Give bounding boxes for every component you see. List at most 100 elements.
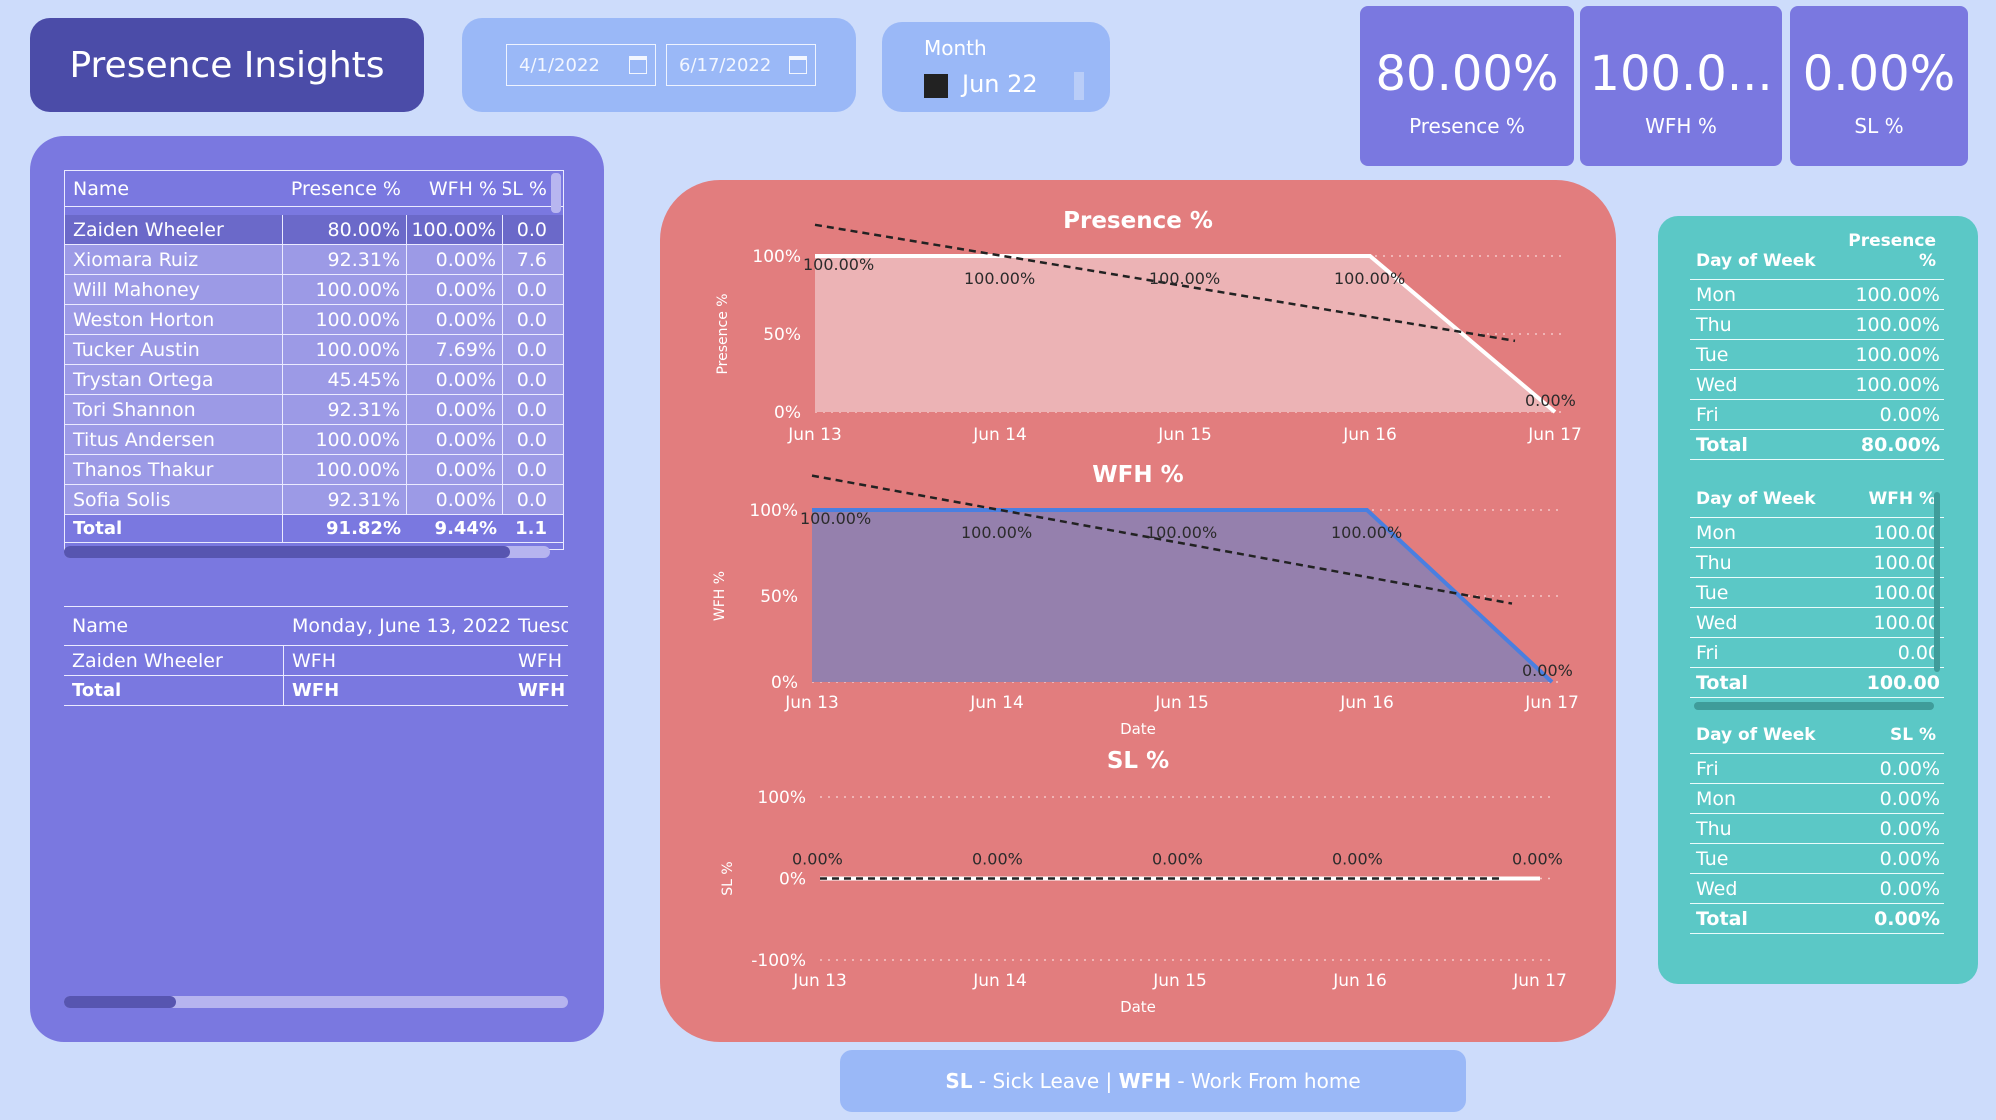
table-row[interactable]: Zaiden Wheeler WFH WFH	[64, 646, 568, 676]
calendar-icon[interactable]	[629, 56, 647, 74]
vertical-scrollbar[interactable]	[551, 173, 561, 213]
series-line	[812, 508, 1554, 684]
table-row[interactable]: Tue 0.00%	[1690, 844, 1944, 874]
cell-day: Wed	[1696, 373, 1738, 396]
horizontal-scrollbar-thumb[interactable]	[64, 546, 510, 558]
table-row[interactable]: Tucker Austin 100.00% 7.69% 0.0	[65, 335, 563, 365]
cell-name: Thanos Thakur	[65, 455, 283, 484]
cell-day: Wed	[1696, 877, 1738, 900]
cell-sl: 0.0	[516, 218, 547, 241]
table-row[interactable]: Thu 100.00	[1690, 548, 1944, 578]
column-header-sl[interactable]: SL %	[503, 177, 547, 200]
table-row[interactable]: Wed 0.00%	[1690, 874, 1944, 904]
horizontal-scrollbar-track[interactable]	[64, 996, 568, 1008]
cell-day: Thu	[1696, 551, 1732, 574]
cell-presence: 92.31%	[283, 395, 407, 424]
data-label: 0.00%	[1152, 850, 1203, 869]
horizontal-scrollbar-thumb[interactable]	[64, 996, 176, 1008]
table-header: Day of Week Presence %	[1690, 231, 1944, 280]
start-date-input[interactable]: 4/1/2022	[506, 44, 656, 86]
cell-value: 100.00%	[1855, 283, 1940, 306]
cell-sl: 0.0	[516, 368, 547, 391]
employee-table: Name Presence % WFH % SL % Zaiden Wheele…	[64, 170, 564, 550]
column-header-day[interactable]: Day of Week	[1696, 725, 1816, 745]
start-date-value: 4/1/2022	[519, 54, 600, 76]
table-row[interactable]: Wed 100.00%	[1690, 370, 1944, 400]
cell-sl: 7.6	[516, 248, 547, 271]
kpi-card-presence: 80.00% Presence %	[1360, 6, 1574, 166]
table-row[interactable]: Mon 100.00	[1690, 518, 1944, 548]
table-row[interactable]: Thu 0.00%	[1690, 814, 1944, 844]
month-slicer: Month Jun 22	[882, 22, 1110, 112]
cell-day: Fri	[1696, 641, 1719, 664]
table-row[interactable]: Fri 0.00%	[1690, 754, 1944, 784]
cell-name: Will Mahoney	[65, 275, 283, 304]
table-row[interactable]: Thu 100.00%	[1690, 310, 1944, 340]
column-header-presence[interactable]: Presence %	[290, 177, 401, 200]
end-date-input[interactable]: 6/17/2022	[666, 44, 816, 86]
cell-name: Sofia Solis	[65, 485, 283, 514]
vertical-scrollbar-thumb[interactable]	[1934, 492, 1940, 672]
table-row[interactable]: Thanos Thakur 100.00% 0.00% 0.0	[65, 455, 563, 485]
y-axis-label: SL %	[720, 861, 736, 895]
table-row[interactable]: Mon 100.00%	[1690, 280, 1944, 310]
column-header-metric[interactable]: SL %	[1889, 725, 1936, 745]
table-row[interactable]: Mon 0.00%	[1690, 784, 1944, 814]
status-table: Name Monday, June 13, 2022 Tuesd Zaiden …	[64, 606, 568, 710]
x-tick-label: Jun 14	[972, 971, 1027, 991]
table-row[interactable]: Xiomara Ruiz 92.31% 0.00% 7.6	[65, 245, 563, 275]
table-row[interactable]: Fri 0.00%	[1690, 400, 1944, 430]
column-header-metric[interactable]: Presence %	[1848, 231, 1936, 271]
cell-sl: 0.0	[516, 338, 547, 361]
horizontal-scrollbar-track[interactable]	[64, 546, 550, 558]
legend-wfh-text: - Work From home	[1171, 1069, 1361, 1093]
month-checkbox[interactable]	[924, 74, 948, 98]
table-row[interactable]: Wed 100.00	[1690, 608, 1944, 638]
y-tick-label: 0%	[771, 673, 798, 693]
calendar-icon[interactable]	[789, 56, 807, 74]
kpi-label: SL %	[1854, 114, 1904, 138]
column-header-name[interactable]: Name	[72, 615, 129, 637]
table-row[interactable]: Zaiden Wheeler 80.00% 100.00% 0.0	[65, 215, 563, 245]
cell-wfh: 0.00%	[407, 455, 503, 484]
table-row[interactable]: Tue 100.00%	[1690, 340, 1944, 370]
kpi-label: WFH %	[1645, 114, 1717, 138]
column-header-wfh[interactable]: WFH %	[428, 177, 497, 200]
table-row[interactable]: Sofia Solis 92.31% 0.00% 0.0	[65, 485, 563, 515]
total-label: Total	[65, 515, 283, 542]
cell-presence: 100.00%	[283, 335, 407, 364]
data-label: 100.00%	[803, 255, 874, 274]
cell-sl: 0.0	[516, 458, 547, 481]
cell-value: 100.00%	[1855, 313, 1940, 336]
cell-day: Tue	[1696, 847, 1729, 870]
column-header-name[interactable]: Name	[73, 177, 130, 200]
chart-title: WFH %	[1092, 462, 1183, 488]
table-row[interactable]: Will Mahoney 100.00% 0.00% 0.0	[65, 275, 563, 305]
cell-name: Weston Horton	[65, 305, 283, 334]
month-scrollbar[interactable]	[1074, 72, 1084, 100]
column-header-date[interactable]: Tuesd	[518, 615, 568, 637]
month-option-label[interactable]: Jun 22	[962, 70, 1038, 98]
column-header-day[interactable]: Day of Week	[1696, 489, 1816, 509]
horizontal-scrollbar-thumb[interactable]	[1694, 702, 1934, 710]
cell-value: 100.00	[1873, 521, 1940, 544]
table-row[interactable]: Tori Shannon 92.31% 0.00% 0.0	[65, 395, 563, 425]
table-row[interactable]: Tue 100.00	[1690, 578, 1944, 608]
cell-sl: 0.0	[516, 308, 547, 331]
column-header-day[interactable]: Day of Week	[1696, 251, 1816, 271]
table-row[interactable]: Titus Andersen 100.00% 0.00% 0.0	[65, 425, 563, 455]
cell-day: Mon	[1696, 521, 1737, 544]
chart-title: Presence %	[1063, 208, 1213, 234]
cell-value: 0.00%	[1879, 817, 1940, 840]
data-label: 100.00%	[1331, 523, 1402, 542]
table-row[interactable]: Weston Horton 100.00% 0.00% 0.0	[65, 305, 563, 335]
cell-presence: 100.00%	[283, 305, 407, 334]
date-range-slicer: 4/1/2022 6/17/2022	[462, 18, 856, 112]
table-row[interactable]: Trystan Ortega 45.45% 0.00% 0.0	[65, 365, 563, 395]
table-row[interactable]: Fri 0.00	[1690, 638, 1944, 668]
total-label: Total	[64, 676, 284, 705]
kpi-label: Presence %	[1409, 114, 1525, 138]
column-header-date[interactable]: Monday, June 13, 2022	[292, 615, 512, 637]
y-axis-label: WFH %	[712, 571, 728, 621]
column-header-metric[interactable]: WFH %	[1868, 489, 1936, 509]
